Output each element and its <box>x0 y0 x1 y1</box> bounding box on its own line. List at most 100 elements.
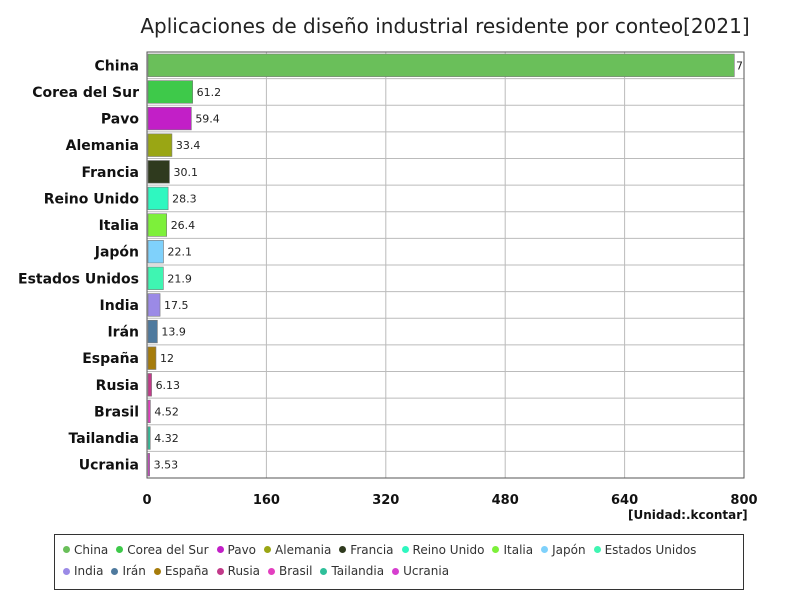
category-label: Alemania <box>66 138 139 154</box>
legend-label: Brasil <box>279 564 313 578</box>
value-label: 6.13 <box>156 379 181 392</box>
value-label: 12 <box>160 352 174 365</box>
value-label: 4.32 <box>154 432 179 445</box>
value-label: 26.4 <box>171 219 196 232</box>
bar <box>147 293 161 317</box>
legend-item[interactable]: Reino Unido <box>401 542 485 557</box>
legend-marker-icon <box>401 546 409 553</box>
legend-item[interactable]: Italia <box>492 543 533 557</box>
bar <box>147 186 169 211</box>
bar <box>147 106 192 131</box>
legend-item[interactable]: Ucrania <box>392 564 449 578</box>
legend-label: Japón <box>552 542 586 557</box>
legend-marker-icon <box>320 567 328 575</box>
value-label: 7 <box>736 59 743 72</box>
legend-item[interactable]: Irán <box>111 564 146 578</box>
legend-item[interactable]: China <box>63 543 108 557</box>
value-label: 21.9 <box>167 272 192 285</box>
category-label: Estados Unidos <box>18 271 139 287</box>
legend-item[interactable]: España <box>153 564 209 578</box>
category-label: Corea del Sur <box>32 85 139 101</box>
legend-marker-icon <box>111 567 119 575</box>
legend-label: Corea del Sur <box>127 542 209 557</box>
legend-marker-icon <box>116 546 124 553</box>
legend-marker-icon <box>268 567 275 575</box>
category-label: Japón <box>94 245 139 261</box>
bar <box>147 346 157 370</box>
legend-item[interactable]: Brasil <box>268 564 312 578</box>
legend-item[interactable]: Corea del Sur <box>116 542 209 557</box>
legend-label: Reino Unido <box>412 542 485 557</box>
value-label: 3.53 <box>154 459 179 472</box>
bar <box>147 80 193 104</box>
bar <box>147 213 168 237</box>
legend-label: Estados Unidos <box>604 542 697 557</box>
legend-label: Pavo <box>227 542 257 557</box>
legend-item[interactable]: Rusia <box>216 564 260 578</box>
value-label: 59.4 <box>195 113 220 126</box>
chart-title: Aplicaciones de diseño industrial reside… <box>140 14 750 38</box>
x-tick-label: 640 <box>611 493 638 508</box>
legend-item[interactable]: Estados Unidos <box>593 542 697 557</box>
value-label: 4.52 <box>154 405 179 418</box>
category-label: Ucrania <box>79 458 139 474</box>
bar <box>147 240 164 264</box>
value-label: 28.3 <box>172 192 197 205</box>
labels-layer: China 7 Corea del Sur 61.2 Pavo 59.4 Alemania 3… <box>18 58 743 473</box>
legend-marker-icon <box>153 567 161 575</box>
x-tick-label: 0 <box>142 493 151 508</box>
category-label: Reino Unido <box>44 191 140 207</box>
bar <box>147 399 151 424</box>
legend-marker-icon <box>492 546 500 553</box>
plot-frame <box>146 51 745 479</box>
legend-label: España <box>164 564 209 578</box>
legend-item[interactable]: Tailandia <box>320 564 384 578</box>
bar <box>147 453 150 477</box>
value-label: 13.9 <box>161 326 186 339</box>
category-label: Brasil <box>94 404 139 420</box>
category-label: Italia <box>99 218 139 234</box>
legend-label: Alemania <box>275 542 332 557</box>
grid-layer <box>146 51 745 479</box>
legend-marker-icon <box>63 546 70 553</box>
bar <box>147 266 164 290</box>
bar-chart: China 7 Corea del Sur 61.2 Pavo 59.4 Alemania 3… <box>18 51 758 508</box>
x-tick-label: 800 <box>730 493 757 508</box>
legend-item[interactable]: Pavo <box>216 542 257 557</box>
category-label: España <box>82 351 139 367</box>
legend-marker-icon <box>216 567 224 575</box>
x-tick-label: 160 <box>253 493 280 508</box>
legend-marker-icon <box>541 546 549 553</box>
bar <box>147 319 158 344</box>
legend-item[interactable]: India <box>63 564 103 578</box>
legend-marker-icon <box>264 546 272 553</box>
category-label: Tailandia <box>69 431 139 447</box>
category-label: Irán <box>107 325 139 341</box>
bar <box>147 133 173 157</box>
value-label: 22.1 <box>167 246 192 259</box>
value-label: 30.1 <box>173 166 198 179</box>
value-label: 61.2 <box>197 86 222 99</box>
bar <box>147 160 170 184</box>
legend-label: Ucrania <box>403 564 450 578</box>
legend-marker-icon <box>63 567 70 575</box>
legend-item[interactable]: Japón <box>541 542 586 557</box>
legend-label: Irán <box>122 564 146 578</box>
bar <box>147 373 152 397</box>
bars-layer <box>147 53 735 477</box>
x-tick-label: 480 <box>492 493 519 508</box>
legend-marker-icon <box>339 546 347 553</box>
legend-label: Francia <box>350 542 394 557</box>
legend-marker-icon <box>216 546 224 553</box>
category-label: Rusia <box>96 378 139 394</box>
x-tick-label: 320 <box>372 493 399 508</box>
legend-label: Rusia <box>227 564 260 578</box>
legend-label: Italia <box>503 542 534 557</box>
legend-item[interactable]: Alemania <box>264 543 331 557</box>
category-label: Pavo <box>101 112 139 128</box>
value-label: 33.4 <box>176 139 201 152</box>
unit-label: [Unidad:.kcontar] <box>628 508 748 522</box>
legend-item[interactable]: Francia <box>339 542 394 557</box>
legend-label: Tailandia <box>331 564 385 578</box>
legend-marker-icon <box>593 546 601 553</box>
